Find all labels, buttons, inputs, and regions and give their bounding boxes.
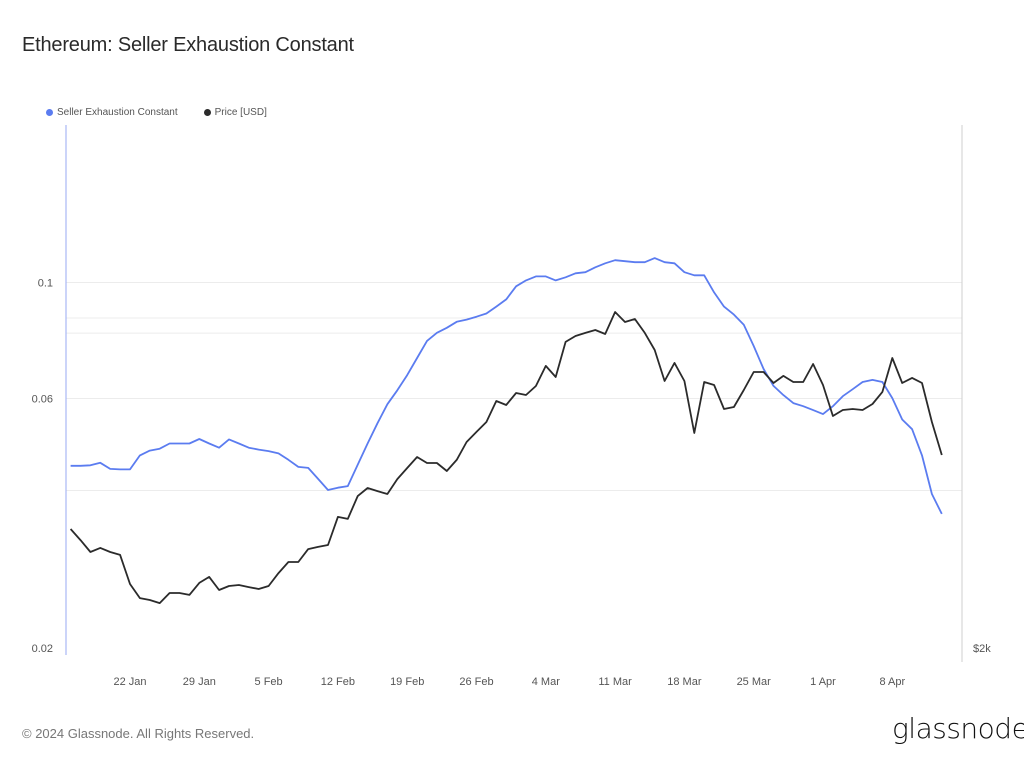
chart-title: Ethereum: Seller Exhaustion Constant bbox=[22, 34, 354, 56]
x-tick-label: 29 Jan bbox=[183, 676, 216, 688]
copyright-footer: © 2024 Glassnode. All Rights Reserved. bbox=[22, 726, 255, 741]
x-tick-label: 1 Apr bbox=[810, 676, 836, 688]
legend-item-sec[interactable]: Seller Exhaustion Constant bbox=[46, 107, 178, 118]
x-tick-label: 11 Mar bbox=[598, 676, 632, 688]
series-line-sec bbox=[70, 257, 943, 515]
x-tick-label: 25 Mar bbox=[737, 676, 772, 688]
x-tick-label: 8 Apr bbox=[879, 676, 905, 688]
x-tick-label: 5 Feb bbox=[255, 676, 283, 688]
x-tick-label: 22 Jan bbox=[113, 676, 146, 688]
y-right-tick-label: $2k bbox=[973, 643, 991, 655]
x-tick-label: 18 Mar bbox=[667, 676, 702, 688]
y-left-tick-label: 0.02 bbox=[32, 643, 53, 655]
legend-label-sec: Seller Exhaustion Constant bbox=[57, 107, 178, 118]
x-tick-label: 12 Feb bbox=[321, 676, 355, 688]
glassnode-logo: glassnode bbox=[892, 712, 1024, 745]
legend: Seller Exhaustion Constant Price [USD] bbox=[46, 107, 267, 118]
legend-dot-sec bbox=[46, 109, 53, 116]
x-tick-label: 4 Mar bbox=[532, 676, 560, 688]
series-line-price bbox=[69, 311, 943, 604]
y-left-tick-label: 0.06 bbox=[32, 393, 53, 405]
x-tick-label: 26 Feb bbox=[459, 676, 493, 688]
x-tick-label: 19 Feb bbox=[390, 676, 424, 688]
legend-label-price: Price [USD] bbox=[214, 107, 267, 118]
legend-item-price[interactable]: Price [USD] bbox=[203, 107, 267, 118]
y-left-tick-label: 0.1 bbox=[38, 277, 53, 289]
legend-dot-price bbox=[203, 109, 211, 116]
